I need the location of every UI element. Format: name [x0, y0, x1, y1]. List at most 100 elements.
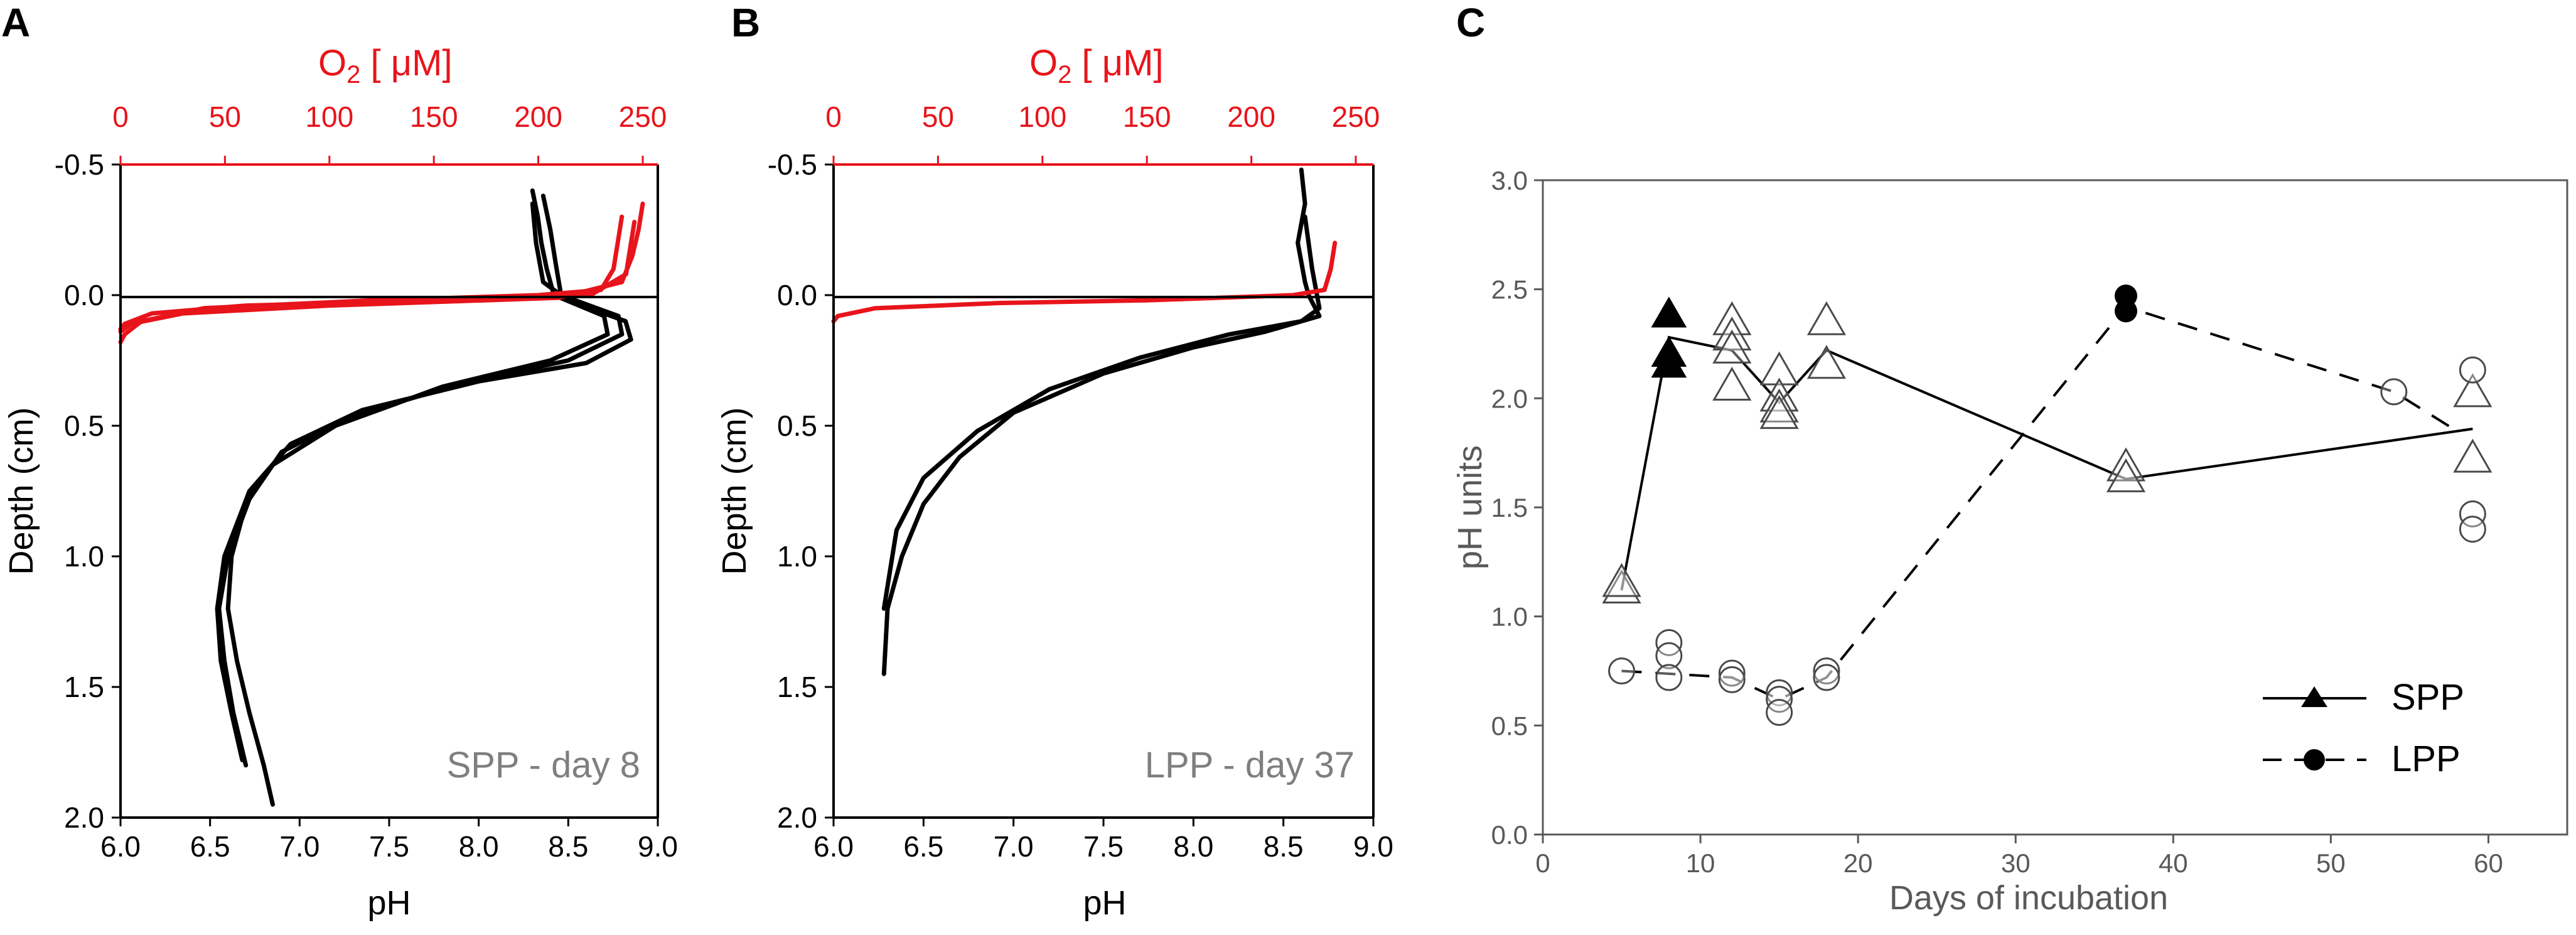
panel-c-lpp-point: [1718, 666, 1746, 693]
panel-a-o2-axis-label: O2 [ μM]: [318, 43, 453, 89]
panel-c-spp-point-filled: [1651, 347, 1687, 378]
panel-a-ph-profile: [225, 188, 610, 807]
panel-a-y-tick-label: 1.0: [64, 540, 104, 573]
panel-a-x-tick-label: 6.5: [190, 830, 230, 863]
panel-c-spp-point: [1712, 366, 1752, 401]
panel-a-y-tick-label: 0.5: [64, 409, 104, 442]
panel-b-o2-axis-label: O2 [ μM]: [1029, 43, 1164, 89]
panel-b-o2-tick-label: 200: [1227, 100, 1275, 133]
panel-a-x-tick-label: 6.0: [100, 830, 141, 863]
panel-a-y-tick-label: 1.5: [64, 671, 104, 703]
panel-b-o2-tick-label: 250: [1332, 100, 1380, 133]
panel-c-spp-point: [1759, 351, 1799, 386]
panel-c-lpp-point: [2459, 516, 2486, 543]
panel-b-o2-label-main: O: [1029, 43, 1058, 84]
panel-a-y-label: Depth (cm): [3, 407, 40, 575]
panel-a: O2 [ μM] 6.0 6.5 7.0 7.5 8.0 8.5 9.0 -0.5 0.0 0.5…: [3, 43, 678, 922]
panel-c-lpp-point: [1718, 659, 1746, 687]
panel-c-lpp-point: [2380, 378, 2408, 406]
panel-c-y-label: pH units: [1451, 445, 1489, 570]
panel-c-x-label: Days of incubation: [1889, 879, 2168, 917]
panel-a-o2-tick-label: 200: [514, 100, 562, 133]
panel-c-y-tick-label: 0.0: [1491, 820, 1528, 850]
panel-b-x-tick-label: 7.0: [994, 830, 1034, 863]
legend-lpp-marker: [2304, 749, 2325, 770]
svg-text:O2 [ μM]: O2 [ μM]: [318, 43, 453, 89]
panel-b-o2-label-sub: 2: [1058, 61, 1071, 89]
panel-b-y-tick-label: 2.0: [777, 801, 817, 834]
panel-a-o2-profile: [118, 201, 645, 334]
panel-b-y-label: Depth (cm): [716, 407, 753, 575]
panel-b-x-label: pH: [1083, 884, 1126, 922]
panel-c-lpp-point: [1766, 698, 1793, 726]
legend-spp-marker: [2301, 686, 2327, 707]
panel-a-y-tick-label: 0.0: [64, 279, 104, 311]
panel-b-ph-profile: [881, 214, 1322, 611]
panel-c-y-tick-label: 2.5: [1491, 275, 1528, 305]
panel-b-y-tick-label: 1.0: [777, 540, 817, 573]
panel-b-x-tick-label: 6.5: [903, 830, 943, 863]
panel-c-spp-point: [2453, 438, 2493, 473]
panel-b-o2-label-rest: [ μM]: [1071, 43, 1163, 84]
panel-a-ph-profile: [215, 201, 633, 762]
panel-b-x-tick-label: 6.0: [813, 830, 854, 863]
panel-b-y-tick-label: 0.0: [777, 279, 817, 311]
panel-a-ph-profile: [217, 193, 625, 768]
panel-c-spp-point: [2106, 447, 2146, 482]
panel-c-spp-point-filled: [1651, 296, 1687, 328]
panel-c-lpp-point: [2459, 356, 2486, 384]
panel-b-o2-tick-label: 100: [1018, 100, 1066, 133]
panel-a-x-label: pH: [367, 884, 411, 922]
legend-lpp-label: LPP: [2391, 738, 2461, 779]
panel-c-spp-point: [1712, 329, 1752, 364]
panel-a-o2-tick-label: 100: [305, 100, 353, 133]
panel-a-annotation: SPP - day 8: [447, 745, 640, 786]
panel-b-o2-tick-label: 0: [825, 100, 842, 133]
panel-c-frame: [1542, 179, 2568, 836]
panel-c-spp-point: [1806, 301, 1847, 335]
legend-spp-label: SPP: [2391, 677, 2464, 718]
panel-b-y-tick-label: 0.5: [777, 409, 817, 442]
panel-b-x-tick-label: 7.5: [1083, 830, 1124, 863]
panel-a-o2-label-sub: 2: [346, 61, 360, 89]
panel-c-y-tick-label: 2.0: [1491, 384, 1528, 413]
panel-a-x-tick-label: 8.5: [548, 830, 588, 863]
panel-a-y-tick-label: 2.0: [64, 801, 104, 834]
panel-c-x-tick-label: 60: [2474, 848, 2503, 878]
panel-c-lpp-point: [2459, 500, 2486, 527]
panel-b-x-tick-label: 8.5: [1264, 830, 1304, 863]
panel-b-o2-tick-label: 50: [922, 100, 954, 133]
panel-c-y-tick-label: 0.5: [1491, 711, 1528, 740]
panel-a-y-tick-label: -0.5: [55, 148, 104, 181]
panel-a-x-tick-label: 8.0: [459, 830, 499, 863]
panel-c-lpp-point-filled: [2114, 300, 2137, 323]
panel-c-lpp-point: [1655, 664, 1683, 691]
panel-c-spp-point: [1759, 395, 1799, 430]
panel-a-o2-label-rest: [ μM]: [360, 43, 452, 84]
panel-c-spp-point: [2106, 458, 2146, 492]
panel-a-o2-tick-label: 0: [112, 100, 129, 133]
panel-a-o2-profile: [118, 220, 637, 332]
panel-b: O2 [ μM] 6.0 6.5 7.0 7.5 8.0 8.5 9.0 -0.5 0.0 0.5…: [716, 43, 1393, 922]
svg-text:O2 [ μM]: O2 [ μM]: [1029, 43, 1164, 89]
panel-b-ph-profile: [881, 167, 1322, 676]
panel-c-spp-point: [1759, 377, 1799, 412]
panel-label-b: B: [731, 0, 760, 45]
panel-c-lpp-line: [1621, 305, 2458, 701]
panel-c-spp-point: [1806, 345, 1847, 379]
panel-c-spp-point: [1602, 563, 1641, 597]
panel-c-x-tick-label: 30: [2001, 848, 2031, 878]
panel-c-x-tick-label: 20: [1843, 848, 1873, 878]
panel-a-x-tick-label: 7.5: [369, 830, 409, 863]
panel-c-lpp-point: [1813, 664, 1840, 691]
panel-c-x-tick-label: 40: [2159, 848, 2188, 878]
panel-b-annotation: LPP - day 37: [1145, 745, 1355, 786]
panel-c-y-tick-label: 3.0: [1491, 166, 1528, 195]
panel-c-x-tick-label: 10: [1686, 848, 1715, 878]
panel-c-y-tick-label: 1.5: [1491, 493, 1528, 522]
panel-c: 0 10 20 30 40 50 60 0.0 0.5 1.0 1.5 2.0 2.5 3.0 SPP L…: [1451, 166, 2568, 917]
panel-a-o2-profile: [118, 214, 625, 345]
panel-c-x-tick-label: 0: [1535, 848, 1550, 878]
panel-b-o2-tick-label: 150: [1123, 100, 1171, 133]
panel-c-lpp-point: [1608, 657, 1636, 684]
